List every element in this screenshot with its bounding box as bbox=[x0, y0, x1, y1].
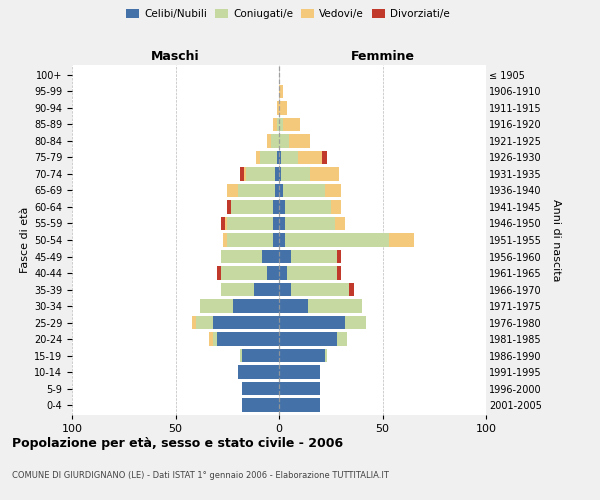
Bar bbox=[277, 101, 279, 114]
Bar bbox=[283, 184, 325, 197]
Bar bbox=[279, 101, 287, 114]
Bar bbox=[279, 398, 320, 412]
Bar bbox=[279, 283, 292, 296]
Text: Maschi: Maschi bbox=[151, 50, 200, 62]
Bar bbox=[308, 300, 362, 313]
Bar bbox=[279, 332, 337, 346]
Bar bbox=[244, 167, 246, 180]
Bar bbox=[281, 150, 298, 164]
Bar bbox=[223, 233, 227, 247]
Bar bbox=[279, 382, 320, 396]
Bar bbox=[310, 167, 339, 180]
Bar bbox=[225, 216, 227, 230]
Bar bbox=[273, 216, 279, 230]
Bar bbox=[217, 332, 279, 346]
Bar bbox=[279, 118, 283, 131]
Bar bbox=[279, 150, 281, 164]
Bar bbox=[279, 316, 345, 330]
Bar bbox=[275, 167, 279, 180]
Bar bbox=[325, 349, 326, 362]
Bar bbox=[325, 184, 341, 197]
Bar bbox=[287, 266, 337, 280]
Bar bbox=[192, 316, 196, 330]
Bar bbox=[281, 167, 310, 180]
Bar bbox=[331, 200, 341, 214]
Bar bbox=[221, 266, 266, 280]
Bar bbox=[273, 200, 279, 214]
Bar bbox=[217, 266, 221, 280]
Bar bbox=[209, 332, 213, 346]
Bar bbox=[200, 300, 233, 313]
Bar bbox=[227, 184, 238, 197]
Bar bbox=[298, 150, 322, 164]
Bar bbox=[242, 382, 279, 396]
Bar bbox=[221, 250, 262, 264]
Bar bbox=[233, 300, 279, 313]
Bar bbox=[227, 216, 273, 230]
Bar bbox=[279, 200, 285, 214]
Bar bbox=[246, 167, 275, 180]
Bar bbox=[285, 216, 335, 230]
Bar bbox=[292, 283, 349, 296]
Bar bbox=[285, 233, 389, 247]
Bar bbox=[279, 84, 283, 98]
Bar bbox=[279, 266, 287, 280]
Y-axis label: Fasce di età: Fasce di età bbox=[20, 207, 30, 273]
Bar bbox=[232, 200, 273, 214]
Bar bbox=[260, 150, 277, 164]
Bar bbox=[289, 134, 310, 147]
Text: COMUNE DI GIURDIGNANO (LE) - Dati ISTAT 1° gennaio 2006 - Elaborazione TUTTITALI: COMUNE DI GIURDIGNANO (LE) - Dati ISTAT … bbox=[12, 470, 389, 480]
Bar bbox=[292, 250, 337, 264]
Bar bbox=[279, 134, 289, 147]
Bar bbox=[221, 283, 254, 296]
Bar bbox=[335, 216, 345, 230]
Bar bbox=[279, 216, 285, 230]
Bar bbox=[279, 349, 325, 362]
Bar bbox=[337, 266, 341, 280]
Bar bbox=[213, 316, 279, 330]
Bar bbox=[322, 150, 326, 164]
Bar bbox=[279, 167, 281, 180]
Bar bbox=[262, 250, 279, 264]
Bar bbox=[227, 200, 232, 214]
Bar bbox=[266, 266, 279, 280]
Bar bbox=[196, 316, 213, 330]
Bar bbox=[271, 134, 279, 147]
Bar bbox=[213, 332, 217, 346]
Bar bbox=[389, 233, 413, 247]
Bar bbox=[345, 316, 366, 330]
Bar bbox=[227, 233, 273, 247]
Text: Popolazione per età, sesso e stato civile - 2006: Popolazione per età, sesso e stato civil… bbox=[12, 438, 343, 450]
Bar bbox=[283, 118, 300, 131]
Bar bbox=[279, 233, 285, 247]
Bar bbox=[239, 349, 242, 362]
Text: Femmine: Femmine bbox=[350, 50, 415, 62]
Bar bbox=[277, 118, 279, 131]
Bar bbox=[337, 250, 341, 264]
Bar bbox=[239, 167, 244, 180]
Bar bbox=[279, 300, 308, 313]
Bar bbox=[349, 283, 353, 296]
Y-axis label: Anni di nascita: Anni di nascita bbox=[551, 198, 561, 281]
Bar bbox=[254, 283, 279, 296]
Bar bbox=[285, 200, 331, 214]
Bar bbox=[238, 184, 275, 197]
Bar bbox=[273, 118, 277, 131]
Bar bbox=[221, 216, 225, 230]
Bar bbox=[242, 349, 279, 362]
Bar bbox=[337, 332, 347, 346]
Legend: Celibi/Nubili, Coniugati/e, Vedovi/e, Divorziati/e: Celibi/Nubili, Coniugati/e, Vedovi/e, Di… bbox=[122, 5, 454, 24]
Bar bbox=[279, 250, 292, 264]
Bar bbox=[266, 134, 271, 147]
Bar bbox=[277, 150, 279, 164]
Bar bbox=[242, 398, 279, 412]
Bar bbox=[279, 184, 283, 197]
Bar bbox=[275, 184, 279, 197]
Bar bbox=[279, 366, 320, 379]
Bar bbox=[238, 366, 279, 379]
Bar bbox=[256, 150, 260, 164]
Bar bbox=[273, 233, 279, 247]
